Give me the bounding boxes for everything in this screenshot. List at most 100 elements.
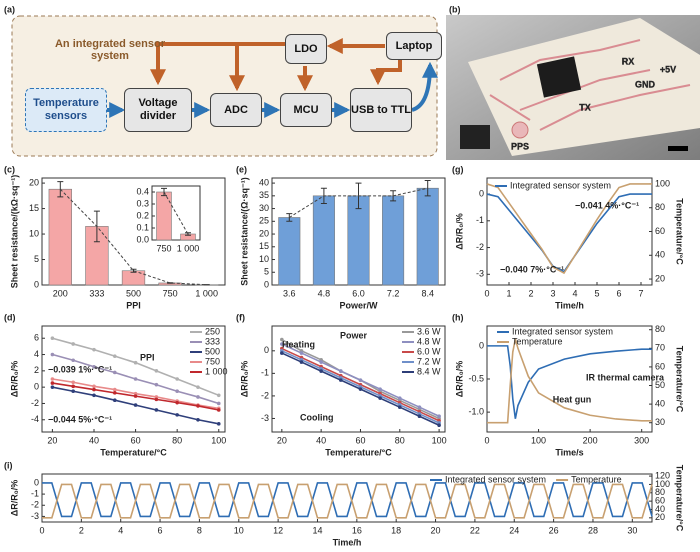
node: USB to TTL	[350, 88, 412, 132]
x-axis-label: PPI	[126, 300, 141, 310]
series-line	[487, 345, 652, 419]
y-tick-label: 0	[34, 382, 39, 392]
x-tick-label: 28	[588, 525, 598, 535]
point	[92, 364, 96, 369]
y-tick-label: 40	[259, 177, 269, 187]
y-axis-label: ΔR/R₀/%	[9, 361, 19, 398]
y-axis-label: ΔR/R₀/%	[454, 361, 464, 398]
x-tick-label: 100	[211, 435, 226, 445]
system-frame	[11, 15, 438, 157]
x-tick-label: 5	[594, 288, 599, 298]
y2-tick-label: 80	[655, 324, 665, 334]
y2-tick-label: 100	[655, 178, 670, 188]
point	[92, 347, 96, 352]
x-tick-label: 26	[549, 525, 559, 535]
x-tick-label: 0	[39, 525, 44, 535]
panel-label: (b)	[449, 4, 461, 14]
x-tick-label: 80	[395, 435, 405, 445]
y-tick-label: 0	[34, 279, 39, 289]
node: Temperature sensors	[25, 88, 107, 132]
x-axis-label: Temperature/°C	[325, 447, 392, 457]
point	[112, 354, 117, 358]
photo-label: RX	[622, 56, 635, 66]
point	[133, 377, 138, 381]
x-axis-label: Time/h	[333, 537, 362, 547]
point	[339, 369, 343, 373]
x-tick-label: 100	[531, 435, 546, 445]
y-tick-label: -1	[476, 215, 484, 225]
panel-label: (g)	[452, 164, 464, 174]
legend-label: Temperature	[571, 474, 622, 484]
legend-label: 7.2 W	[417, 356, 441, 366]
y-tick-label: 25	[259, 216, 269, 226]
x-axis-label: Time/s	[555, 447, 583, 457]
point	[50, 336, 55, 341]
legend-label: Integrated sensor system	[445, 474, 546, 484]
point	[92, 387, 96, 392]
annotation: −0.041 4%·°C⁻¹	[575, 200, 639, 210]
sensor-pad	[460, 125, 490, 149]
annotation: Heating	[282, 339, 315, 349]
point	[71, 389, 75, 394]
y-tick-label: 0.1	[136, 222, 149, 232]
node: LDO	[285, 34, 327, 64]
x-tick-label: 100	[432, 435, 447, 445]
panel-label: (e)	[236, 164, 247, 174]
y-tick-label: 0	[264, 279, 269, 289]
legend-label: 1 000	[205, 366, 228, 376]
diagram-title: An integrated sensor system	[54, 38, 166, 62]
y-tick-label: 20	[29, 177, 39, 187]
point	[339, 378, 343, 382]
point	[175, 389, 179, 394]
x-tick-label: 4	[572, 288, 577, 298]
y-axis-label: Sheet resistance/(Ω·sq⁻¹)	[239, 177, 249, 286]
legend-label: Integrated sensor system	[512, 326, 613, 336]
point	[397, 405, 402, 409]
point	[133, 360, 138, 365]
y-tick-label: 0.3	[136, 198, 149, 208]
y-tick-label: 0	[479, 340, 484, 350]
annotation: Cooling	[300, 412, 334, 422]
point	[437, 423, 441, 428]
panel-label: (d)	[4, 312, 16, 322]
y-tick-label: -2	[476, 242, 484, 252]
annotation: −0.040 7%·°C⁻¹	[500, 264, 564, 274]
node: ADC	[210, 93, 262, 127]
x-tick-label: 3	[550, 288, 555, 298]
point	[417, 414, 422, 419]
series-line	[487, 338, 652, 424]
point	[175, 413, 179, 417]
legend-label: 8.4 W	[417, 366, 441, 376]
panel-label: (h)	[452, 312, 464, 322]
y-axis-label: Sheet resistance/(kΩ·sq⁻¹)	[9, 175, 19, 289]
y2-tick-label: 120	[655, 470, 670, 480]
legend-label: Temperature	[512, 336, 563, 346]
bar	[312, 195, 335, 286]
x-tick-label: 4.8	[318, 288, 331, 298]
x-tick-label: 8.4	[421, 288, 434, 298]
y-tick-label: -4	[31, 414, 39, 424]
x-tick-label: 40	[316, 435, 326, 445]
node: Voltage divider	[124, 88, 192, 132]
y2-tick-label: 80	[655, 487, 665, 497]
x-tick-label: 20	[277, 435, 287, 445]
point	[71, 380, 75, 385]
x-tick-label: 3.6	[283, 288, 296, 298]
photo-label: TX	[579, 102, 591, 112]
x-tick-label: 6	[158, 525, 163, 535]
legend-label: 250	[205, 326, 220, 336]
legend-label: 500	[205, 346, 220, 356]
x-tick-label: 24	[509, 525, 519, 535]
point	[358, 378, 363, 382]
y-tick-label: 0.2	[136, 210, 149, 220]
x-tick-label: 12	[273, 525, 283, 535]
y-tick-label: -2	[31, 398, 39, 408]
point	[299, 351, 304, 355]
point	[299, 360, 304, 364]
point	[133, 394, 138, 398]
x-tick-label: 20	[431, 525, 441, 535]
photo-label: +5V	[660, 64, 676, 74]
series-line	[42, 483, 653, 519]
